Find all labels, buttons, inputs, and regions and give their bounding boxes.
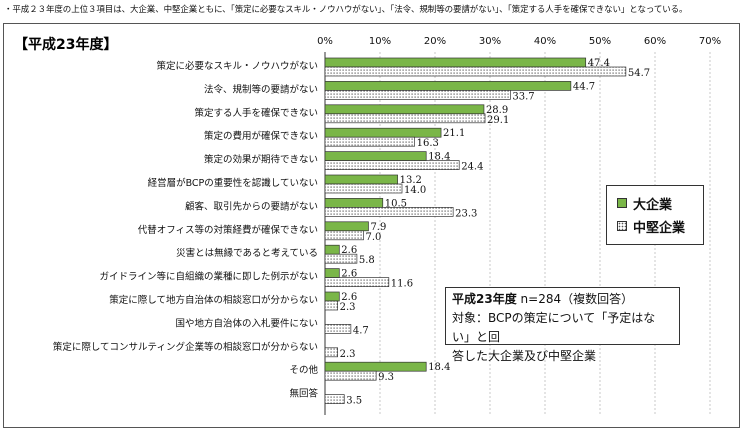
bar-mid bbox=[324, 66, 627, 77]
info-count: n=284（複数回答） bbox=[520, 292, 634, 306]
category-label: 顧客、取引先からの要請がない bbox=[185, 200, 318, 212]
bar-mid bbox=[324, 324, 352, 334]
bar-large bbox=[324, 244, 340, 255]
legend-label-large: 大企業 bbox=[633, 197, 673, 213]
info-line3: 答した大企業及び中堅企業 bbox=[452, 349, 597, 363]
category-label: 経営層がBCPの重要性を認識していない bbox=[148, 177, 318, 189]
bar-mid bbox=[324, 370, 377, 381]
legend-label-mid: 中堅企業 bbox=[633, 220, 686, 236]
x-tick-label: 70% bbox=[699, 36, 721, 47]
bar-mid bbox=[324, 90, 511, 100]
value-label-large: 18.4 bbox=[428, 152, 450, 163]
category-label: 策定の効果が期待できない bbox=[204, 154, 318, 166]
bar-mid bbox=[324, 113, 486, 124]
category-label: 法令、規制等の要請がない bbox=[204, 83, 318, 95]
value-label-large: 10.5 bbox=[385, 198, 407, 209]
info-label: 平成23年度 bbox=[452, 292, 517, 306]
chart-frame bbox=[3, 23, 740, 428]
value-label-large: 21.1 bbox=[443, 128, 465, 139]
summary-note: ・平成２３年度の上位３項目は、大企業、中堅企業ともに、「策定に必要なスキル・ノウ… bbox=[4, 5, 688, 15]
bar-large bbox=[324, 81, 572, 91]
legend-swatch-mid bbox=[617, 221, 627, 231]
bar-large bbox=[324, 221, 369, 232]
category-label: ガイドライン等に自組織の業種に即した例示がない bbox=[99, 271, 318, 283]
bar-mid bbox=[324, 207, 454, 217]
legend-item-mid: 中堅企業 bbox=[617, 217, 686, 236]
bar-mid bbox=[324, 347, 338, 358]
value-label-large: 13.2 bbox=[400, 175, 422, 186]
value-label-mid: 3.5 bbox=[346, 396, 362, 407]
bar-large bbox=[324, 57, 587, 68]
value-label-large: 2.6 bbox=[341, 292, 357, 303]
legend-swatch-large bbox=[617, 198, 627, 208]
bar-mid bbox=[324, 136, 416, 147]
value-label-mid: 33.7 bbox=[512, 91, 534, 102]
value-label-large: 18.4 bbox=[428, 362, 450, 373]
value-label-mid: 2.3 bbox=[340, 302, 356, 313]
value-label-mid: 54.7 bbox=[628, 68, 650, 79]
bar-mid bbox=[324, 253, 358, 264]
category-label: 策定する人手を確保できない bbox=[194, 107, 318, 119]
bar-mid bbox=[324, 183, 403, 194]
value-label-mid: 4.7 bbox=[353, 325, 369, 336]
category-label: 策定に際して地方自治体の相談窓口が分からない bbox=[109, 294, 318, 306]
x-tick-label: 0% bbox=[317, 36, 333, 47]
bar-large bbox=[324, 127, 442, 138]
category-label: 国や地方自治体の入札要件にない bbox=[175, 317, 318, 329]
x-tick-label: 20% bbox=[424, 36, 446, 47]
bar-large bbox=[324, 361, 427, 372]
bar-mid bbox=[324, 277, 390, 287]
legend: 大企業 中堅企業 bbox=[606, 185, 704, 245]
value-label-mid: 29.1 bbox=[487, 115, 509, 126]
value-label-large: 44.7 bbox=[573, 81, 595, 92]
bar-mid bbox=[324, 230, 364, 241]
value-label-mid: 11.6 bbox=[391, 279, 413, 290]
category-label: 代替オフィス等の対策経費が確保できない bbox=[138, 224, 318, 236]
info-header: 平成23年度 n=284（複数回答） bbox=[452, 290, 673, 309]
bar-large bbox=[324, 104, 485, 115]
chart-title: 【平成23年度】 bbox=[14, 36, 117, 53]
bar-large bbox=[324, 151, 427, 161]
bar-large bbox=[324, 268, 340, 278]
category-label: 災害とは無縁であると考えている bbox=[176, 247, 318, 259]
value-label-large: 2.6 bbox=[341, 269, 357, 280]
category-label: 無回答 bbox=[289, 388, 318, 400]
bar-large bbox=[324, 174, 398, 185]
value-label-large: 7.9 bbox=[370, 222, 386, 233]
bar-mid bbox=[324, 160, 460, 170]
x-tick-label: 40% bbox=[534, 36, 556, 47]
value-label-mid: 5.8 bbox=[359, 255, 375, 266]
value-label-mid: 16.3 bbox=[417, 138, 439, 149]
info-line2: 対象：BCPの策定について「予定はない」と回 bbox=[452, 311, 656, 344]
value-label-mid: 2.3 bbox=[340, 349, 356, 360]
value-label-large: 28.9 bbox=[486, 105, 508, 116]
x-tick-label: 10% bbox=[369, 36, 391, 47]
value-label-mid: 24.4 bbox=[461, 162, 483, 173]
bar-mid bbox=[324, 300, 338, 311]
value-label-mid: 7.0 bbox=[366, 232, 382, 243]
category-label: 策定の費用が確保できない bbox=[204, 130, 318, 142]
info-box: 平成23年度 n=284（複数回答） 対象：BCPの策定について「予定はない」と… bbox=[445, 287, 680, 363]
value-label-large: 2.6 bbox=[341, 245, 357, 256]
value-label-large: 47.4 bbox=[588, 58, 610, 69]
value-label-mid: 14.0 bbox=[404, 185, 426, 196]
bar-large bbox=[324, 198, 384, 208]
category-label: 策定に必要なスキル・ノウハウがない bbox=[156, 60, 318, 72]
bar-large bbox=[324, 291, 340, 302]
category-label: その他 bbox=[289, 364, 318, 376]
x-tick-label: 50% bbox=[589, 36, 611, 47]
x-tick-label: 30% bbox=[479, 36, 501, 47]
category-label: 策定に際してコンサルティング企業等の相談窓口が分からない bbox=[53, 341, 318, 353]
x-tick-label: 60% bbox=[644, 36, 666, 47]
value-label-mid: 9.3 bbox=[378, 372, 394, 383]
legend-item-large: 大企業 bbox=[617, 194, 673, 213]
bar-mid bbox=[324, 394, 345, 404]
value-label-mid: 23.3 bbox=[455, 208, 477, 219]
